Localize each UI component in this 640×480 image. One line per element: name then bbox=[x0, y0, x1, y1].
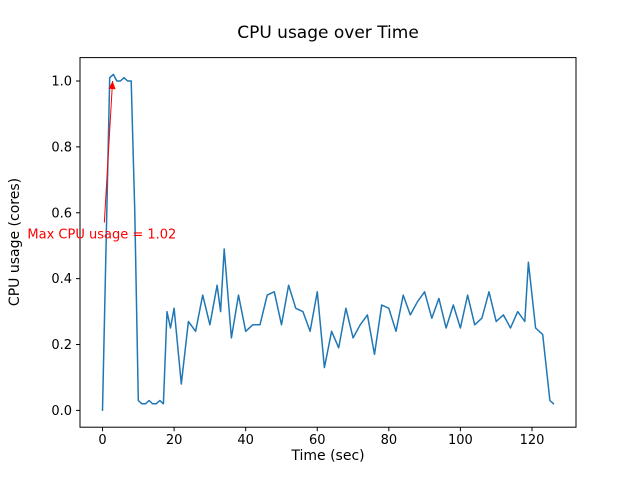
annotation-arrowhead bbox=[108, 81, 116, 90]
axes-box bbox=[79, 57, 577, 428]
annotation-text: Max CPU usage = 1.02 bbox=[27, 228, 176, 243]
series-line-cpu-usage bbox=[101, 73, 555, 412]
x-tick-label: 100 bbox=[448, 433, 473, 448]
x-tick-label: 20 bbox=[166, 433, 183, 448]
y-axis-label: CPU usage (cores) bbox=[7, 177, 23, 307]
y-tick-label: 0.2 bbox=[51, 338, 72, 353]
x-tick-label: 0 bbox=[98, 433, 106, 448]
y-tick-label: 0.4 bbox=[51, 272, 72, 287]
x-tick-label: 60 bbox=[309, 433, 326, 448]
y-tick-label: 0.0 bbox=[51, 404, 72, 419]
y-tick-label: 0.6 bbox=[51, 206, 72, 221]
chart-title: CPU usage over Time bbox=[237, 23, 419, 43]
annotation-arrow bbox=[103, 80, 114, 223]
x-tick-label: 40 bbox=[237, 433, 254, 448]
x-axis-label: Time (sec) bbox=[291, 448, 365, 464]
x-tick-label: 80 bbox=[381, 433, 398, 448]
y-tick-label: 1.0 bbox=[51, 74, 72, 89]
x-tick-label: 120 bbox=[520, 433, 545, 448]
y-tick-label: 0.8 bbox=[51, 140, 72, 155]
